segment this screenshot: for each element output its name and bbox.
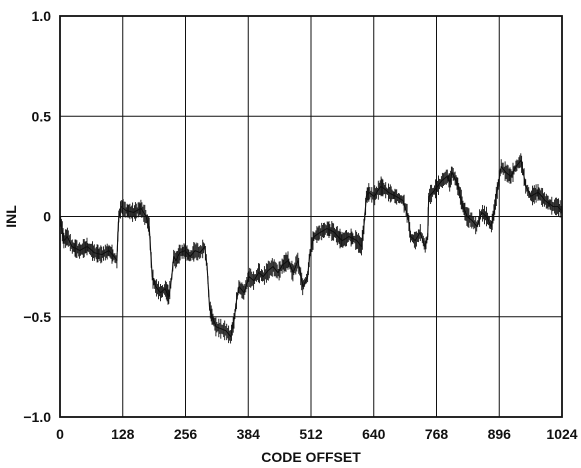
x-tick-label: 0 [56,426,64,442]
x-tick-label: 768 [425,426,449,442]
y-tick-label: −0.5 [23,309,51,325]
x-axis-tick-labels: 0 128 256 384 512 640 768 896 1024 [56,426,578,442]
x-tick-label: 128 [111,426,135,442]
y-axis-tick-labels: −1.0 −0.5 0 0.5 1.0 [23,8,51,425]
x-tick-label: 512 [299,426,323,442]
x-tick-label: 1024 [546,426,577,442]
x-tick-label: 256 [174,426,198,442]
x-tick-label: 384 [237,426,261,442]
y-tick-label: −1.0 [23,409,51,425]
inl-trace-layer [59,153,563,344]
y-tick-label: 0 [43,209,51,225]
x-tick-label: 896 [488,426,512,442]
x-tick-label: 640 [362,426,386,442]
y-tick-label: 0.5 [32,108,52,124]
inl-noise-marks [59,153,562,344]
y-tick-label: 1.0 [32,8,52,24]
gridlines [60,16,562,417]
y-axis-label: INL [3,205,19,228]
plot-frame [59,15,563,418]
x-axis-label: CODE OFFSET [261,449,361,465]
